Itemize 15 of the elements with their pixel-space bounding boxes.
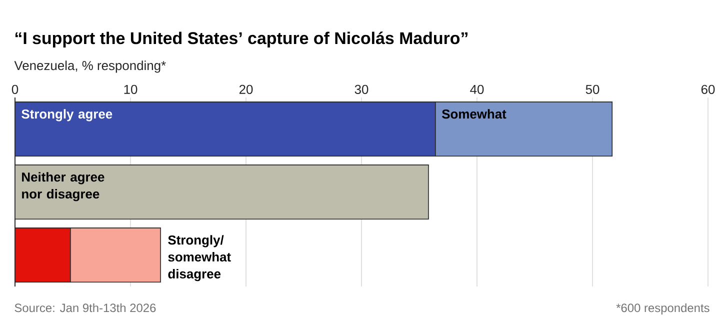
series-label: Strongly agree bbox=[22, 109, 112, 122]
series-label: Neither agree nor disagree bbox=[22, 172, 104, 202]
series-label: Strongly/ somewhat disagree bbox=[168, 235, 231, 282]
x-tick-label: 60 bbox=[701, 84, 715, 94]
x-tick-label: 0 bbox=[12, 84, 18, 94]
x-tick-label: 30 bbox=[354, 84, 368, 94]
x-tick-label: 50 bbox=[586, 84, 600, 94]
series-label: Somewhat bbox=[442, 109, 506, 119]
chart-subtitle: Venezuela, % responding* bbox=[14, 60, 166, 73]
x-tick-label: 20 bbox=[239, 84, 253, 94]
chart-title: “I support the United States’ capture of Nicolás Maduro” bbox=[15, 32, 468, 48]
source-note: Source: Jan 9th-13th 2026 bbox=[14, 303, 156, 312]
x-tick-label: 40 bbox=[470, 84, 484, 94]
text: *600 respondents bbox=[616, 303, 710, 314]
x-tick-label: 10 bbox=[124, 84, 138, 94]
